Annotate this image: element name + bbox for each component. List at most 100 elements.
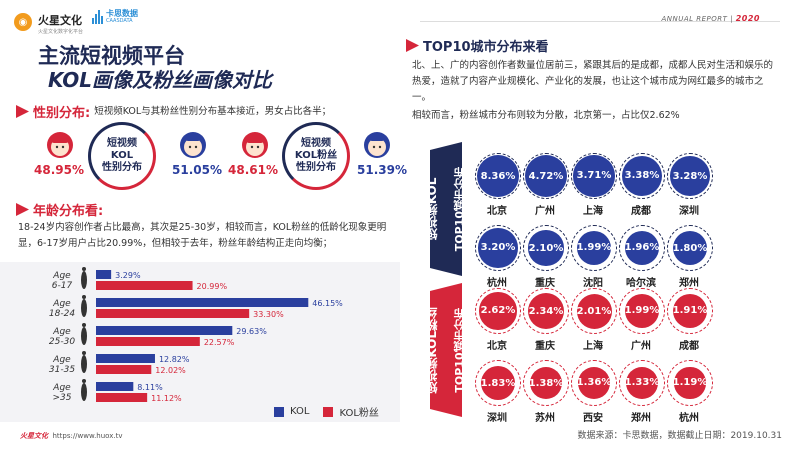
age-bar-value-label: 22.57% (204, 338, 235, 347)
fans-city-bubble: 1.33% (619, 360, 665, 406)
city-pct-value: 1.38% (529, 366, 563, 400)
kol-city-bubble: 3.38% (619, 153, 665, 199)
header-rule (420, 21, 780, 22)
fans-city-bubble: 1.91% (667, 288, 713, 334)
age-category-label: 31-35 (49, 365, 75, 375)
city-name-label: 成都 (631, 206, 651, 217)
kol-gender-label-3: 性别分布 (102, 162, 142, 173)
logo2-sub: CAASDATA (106, 18, 133, 24)
city-name-label: 深圳 (487, 413, 507, 424)
city-name-label: 苏州 (535, 413, 555, 424)
city-pct-value: 2.34% (527, 292, 565, 330)
city-pct-value: 3.71% (573, 155, 615, 197)
fans-gender-label-3: 性别分布 (296, 162, 336, 173)
age-bar-kol (96, 270, 112, 279)
report-year: 2020 (735, 14, 760, 23)
kol-city-tab-label: 短视频KOL TOP10城市分布 (430, 167, 462, 251)
person-head-icon (82, 295, 86, 299)
chart-legend: KOL KOL粉丝 (274, 404, 379, 419)
city-pct-value: 1.80% (673, 230, 707, 266)
city-pct-value: 1.99% (576, 230, 612, 266)
kol-city-bubble: 8.36% (475, 153, 521, 199)
kol-city-bubble: 2.10% (523, 225, 569, 271)
footer-brand-name: 火星文化 (20, 432, 48, 440)
person-head-icon (82, 379, 86, 383)
age-category-label: Age (52, 383, 71, 393)
city-pct-value: 2.62% (479, 292, 517, 330)
footer-url[interactable]: https://www.huox.tv (52, 432, 123, 440)
cities-section-header: TOP10城市分布来看 (406, 36, 549, 55)
logo-sub: 火星文化数字化平台 (38, 29, 84, 35)
kol-city-bubble: 1.99% (571, 225, 617, 271)
huoxing-logo: ◉ 火星文化 火星文化数字化平台 (14, 9, 83, 35)
age-bar-value-label: 8.11% (137, 383, 163, 392)
city-pct-value: 2.10% (528, 230, 564, 266)
logo-mark-icon: ◉ (14, 13, 32, 31)
gender-section-header: 性别分布: 短视频KOL与其粉丝性别分布基本接近，男女占比各半； (16, 102, 331, 121)
age-bar-kol (96, 382, 134, 391)
fans-city-bubble: 2.34% (523, 288, 569, 334)
city-name-label: 成都 (679, 341, 699, 352)
city-pct-value: 4.72% (525, 155, 567, 197)
cities-desc-2: 相较而言，粉丝城市分布则较为分散，北京第一，占比仅2.62% (412, 110, 680, 121)
city-pct-value: 3.38% (621, 155, 663, 197)
city-pct-value: 8.36% (477, 155, 519, 197)
page-title-line2: KOL画像及粉丝画像对比 (48, 68, 272, 92)
fans-city-bubble: 1.99% (619, 288, 665, 334)
city-name-label: 上海 (583, 206, 603, 217)
kol-gender-label-1: 短视频 (107, 138, 137, 149)
age-bar-value-label: 29.63% (236, 327, 267, 336)
fans-city-bubble: 1.38% (523, 360, 569, 406)
city-name-label: 广州 (535, 206, 555, 217)
age-bar-fans (96, 393, 148, 402)
city-name-label: 沈阳 (583, 278, 603, 289)
city-name-label: 杭州 (679, 413, 699, 424)
fans-female-pct: 48.61% (228, 163, 278, 177)
kol-female-pct: 48.95% (34, 163, 84, 177)
cities-heading: TOP10城市分布来看 (423, 40, 549, 55)
city-pct-value: 2.01% (576, 293, 612, 329)
fans-gender-label-1: 短视频 (301, 138, 331, 149)
kol-city-bubble: 4.72% (523, 153, 569, 199)
logo-name: 火星文化 (38, 14, 82, 27)
city-name-label: 哈尔滨 (626, 278, 656, 289)
city-pct-value: 1.83% (481, 365, 515, 401)
age-section-header: 年龄分布看: (16, 200, 103, 219)
logo2-text-block: 卡思数据 CAASDATA (106, 10, 138, 25)
page-title-line1: 主流短视频平台 (38, 44, 185, 68)
city-pct-value: 1.91% (673, 293, 707, 329)
kol-gender-ring: 短视频 KOL 性别分布 (88, 122, 156, 190)
data-source: 数据来源：卡思数据，数据截止日期：2019.10.31 (577, 431, 782, 441)
fans-male-pct: 51.39% (357, 163, 407, 177)
female-avatar-icon (47, 132, 73, 158)
city-name-label: 深圳 (679, 206, 699, 217)
age-bar-value-label: 20.99% (197, 282, 228, 291)
kol-city-bubble: 1.80% (667, 225, 713, 271)
section-marker-icon (16, 105, 29, 118)
legend-kol-swatch (274, 406, 284, 417)
report-label: ANNUAL REPORT | 2020 (661, 14, 760, 23)
age-category-label: Age (52, 299, 71, 309)
fans-city-bubble: 1.83% (475, 360, 521, 406)
caasdata-logo: 卡思数据 CAASDATA (92, 10, 138, 24)
age-bar-value-label: 11.12% (151, 394, 182, 403)
city-name-label: 西安 (583, 413, 603, 424)
age-heading: 年龄分布看: (33, 204, 104, 219)
female-avatar-icon (242, 132, 268, 158)
city-name-label: 北京 (487, 341, 507, 352)
age-bar-value-label: 46.15% (312, 299, 343, 308)
male-avatar-icon (180, 132, 206, 158)
age-bar-chart: Age6-173.29%20.99%Age18-2446.15%33.30%Ag… (49, 267, 343, 403)
person-head-icon (82, 351, 86, 355)
age-bar-kol (96, 298, 309, 307)
city-pct-value: 1.96% (624, 230, 660, 266)
age-bar-value-label: 12.82% (159, 355, 190, 364)
fans-gender-ring: 短视频 KOL粉丝 性别分布 (282, 122, 350, 190)
logo-text-block: 火星文化 火星文化数字化平台 (38, 9, 83, 35)
city-name-label: 郑州 (679, 278, 699, 289)
person-silhouette-icon (81, 327, 87, 345)
fans-city-bubble: 1.19% (667, 360, 713, 406)
person-silhouette-icon (81, 271, 87, 289)
gender-desc: 短视频KOL与其粉丝性别分布基本接近，男女占比各半； (94, 105, 332, 117)
fans-city-tab-line1: 短视频KOL粉丝 (425, 306, 439, 394)
